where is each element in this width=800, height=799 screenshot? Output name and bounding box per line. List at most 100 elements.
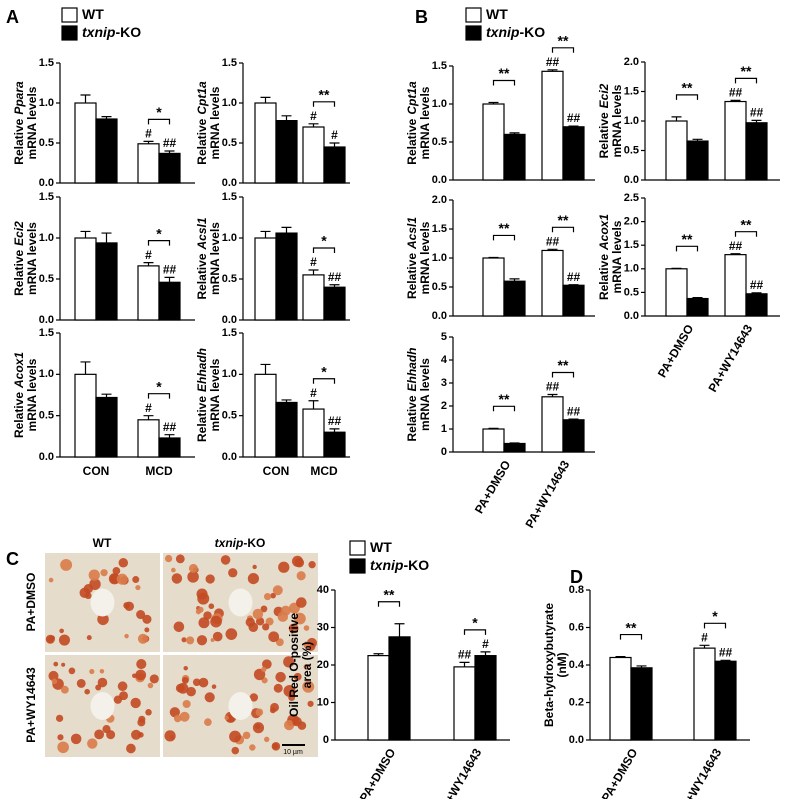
panel-letter: B (415, 7, 428, 27)
bar (388, 636, 411, 741)
significance-bracket (551, 226, 575, 233)
lipid-droplet (277, 611, 289, 622)
error-bar (699, 644, 710, 649)
legend-label: WT (370, 539, 392, 555)
lipid-droplet (55, 714, 64, 722)
legend-swatch (61, 7, 78, 23)
lipid-droplet (303, 663, 310, 670)
error-bar (751, 119, 762, 123)
y-axis-label-gene: Cpt1a (195, 81, 209, 115)
lipid-droplet (149, 674, 159, 684)
error-bar (751, 292, 762, 294)
lipid-droplet (203, 611, 212, 620)
y-tick-label: 0.0 (432, 310, 447, 322)
significance-star: ** (319, 87, 330, 103)
lipid-droplet (102, 725, 111, 734)
y-axis-label: mRNA levels (208, 358, 222, 431)
significance-star: ** (499, 65, 510, 81)
lipid-droplet (293, 672, 302, 681)
lipid-droplet (59, 628, 64, 634)
lipid-droplet (249, 693, 259, 702)
y-axis-label: mRNA levels (610, 220, 624, 293)
bar (474, 655, 497, 741)
y-tick-label: 1.0 (432, 252, 447, 264)
x-tick-label: PA+WY14643 (434, 746, 484, 799)
significance-bracket (492, 79, 516, 86)
error-bar (459, 661, 470, 667)
legend-swatch (465, 7, 482, 23)
lipid-droplet (242, 731, 251, 740)
y-axis-label: Relative Eci2 (12, 221, 26, 296)
x-tick-label: CON (263, 464, 290, 478)
significance-hash: # (701, 630, 708, 644)
error-bar (281, 226, 292, 234)
lipid-droplet (84, 688, 90, 695)
lipid-droplet (283, 719, 295, 731)
lipid-droplet (288, 623, 299, 634)
legend-label: txnip-KO (82, 24, 141, 40)
lipid-droplet (255, 723, 261, 730)
error-bar (692, 296, 703, 299)
error-bar (568, 125, 579, 127)
y-axis-label-gene: Acsl1 (195, 217, 209, 250)
y-tick-label: 0 (441, 446, 447, 458)
lipid-droplet (196, 635, 208, 646)
y-axis-label: Relative Acox1 (12, 352, 26, 438)
significance-star: * (712, 608, 718, 624)
vein (90, 692, 115, 720)
legend-text: WT (486, 6, 508, 22)
lipid-droplet (76, 678, 86, 688)
lipid-droplet (296, 597, 307, 608)
lipid-droplet (283, 656, 295, 668)
lipid-droplet (275, 671, 286, 683)
error-bar (547, 69, 558, 72)
lipid-droplet (175, 683, 185, 693)
lipid-droplet (210, 615, 222, 628)
bar (541, 70, 564, 181)
lipid-droplet (97, 677, 108, 688)
error-bar (568, 284, 579, 286)
y-tick-label: 1.5 (39, 191, 54, 203)
y-axis-label: mRNA levels (610, 84, 624, 157)
lipid-droplet (186, 636, 195, 645)
vein (90, 588, 115, 617)
lipid-droplet (263, 736, 270, 743)
significance-bracket (463, 629, 487, 635)
bar (482, 103, 505, 181)
error-bar (80, 230, 91, 238)
lipid-droplet (211, 684, 217, 689)
y-axis-label: mRNA levels (25, 86, 39, 159)
y-tick-label: 0.0 (39, 314, 54, 326)
significance-bracket (703, 622, 727, 629)
significance-hash: ## (163, 136, 177, 150)
lipid-droplet (278, 561, 290, 573)
y-tick-label: 0.6 (569, 621, 584, 633)
micro-row: PA+DMSO (24, 573, 38, 632)
y-tick-label: 0.5 (432, 281, 447, 293)
bar (95, 242, 118, 321)
y-axis-label: mRNA levels (25, 222, 39, 295)
legend-text: WT (370, 539, 392, 555)
significance-star: ** (741, 216, 752, 232)
lipid-droplet (262, 659, 272, 670)
y-tick-label: 1.0 (39, 232, 54, 244)
bar (724, 100, 747, 181)
bar (562, 284, 585, 317)
lipid-droplet (136, 659, 147, 670)
bar (453, 666, 476, 741)
y-tick-label: 0.5 (624, 286, 639, 298)
y-axis-label-text: Relative (597, 254, 611, 300)
significance-bracket (147, 393, 171, 399)
lipid-droplet (118, 558, 129, 568)
bar (503, 442, 526, 453)
x-tick-label: PA+WY14643 (674, 746, 724, 799)
significance-hash: ## (750, 106, 764, 120)
y-tick-label: 0.5 (39, 273, 54, 285)
significance-hash: ## (719, 645, 733, 659)
lipid-droplet (296, 571, 306, 581)
bar (686, 140, 709, 181)
panel-letter: C (6, 549, 19, 569)
bar (275, 232, 298, 321)
y-tick-label: 2.5 (624, 192, 639, 204)
y-axis-label-gene: Eci2 (12, 221, 26, 246)
